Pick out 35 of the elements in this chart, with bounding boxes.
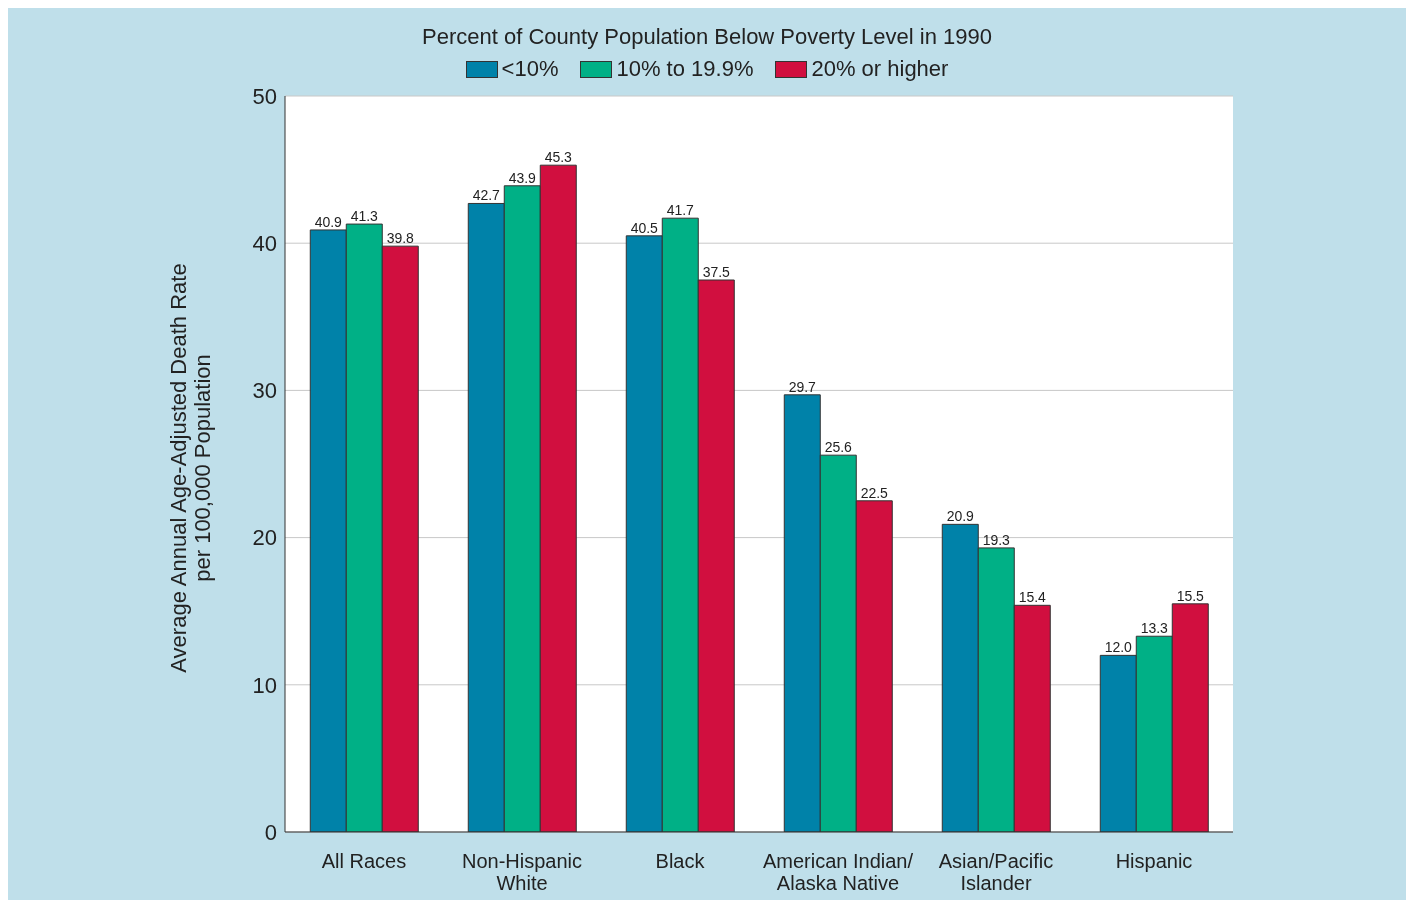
data-label: 15.4 [1018, 589, 1047, 606]
y-tick-label: 40 [252, 231, 277, 257]
y-tick-label: 10 [252, 672, 277, 698]
data-label: 40.9 [314, 213, 343, 230]
x-tick-label: Asian/Pacific Islander [938, 850, 1054, 894]
data-label: 13.3 [1140, 620, 1169, 637]
legend-label: 10% to 19.9% [615, 56, 754, 82]
data-label: 25.6 [824, 439, 853, 456]
data-label: 45.3 [544, 149, 573, 166]
y-tick-label: 0 [264, 819, 277, 845]
data-label: 15.5 [1176, 587, 1205, 604]
data-label: 43.9 [508, 169, 537, 186]
x-tick-label: Non-Hispanic White [461, 850, 583, 894]
y-tick-label: 20 [252, 525, 277, 551]
data-label: 40.5 [630, 219, 659, 236]
data-label: 42.7 [472, 187, 501, 204]
data-label: 41.7 [666, 202, 695, 219]
legend-label: <10% [500, 56, 559, 82]
legend-title: Percent of County Population Below Poverty Level in 1990 [421, 24, 993, 50]
data-label: 29.7 [788, 378, 817, 395]
x-tick-label: Black [655, 850, 706, 872]
data-label: 37.5 [702, 264, 731, 280]
data-label: 41.3 [350, 208, 379, 225]
legend-label: 20% or higher [810, 56, 949, 82]
y-tick-label: 30 [252, 378, 277, 404]
data-label: 39.8 [386, 230, 415, 247]
data-label: 12.0 [1104, 639, 1133, 656]
data-label: 19.3 [982, 531, 1011, 548]
y-tick-label: 50 [252, 83, 277, 109]
x-tick-label: Hispanic [1115, 850, 1193, 872]
x-tick-label: All Races [321, 850, 407, 872]
data-label: 22.5 [860, 484, 889, 501]
y-axis-title: Average Annual Age-Adjusted Death Rate per 100,000 Population [166, 263, 215, 673]
x-tick-label: American Indian/ Alaska Native [762, 850, 914, 894]
data-label: 20.9 [946, 508, 975, 525]
